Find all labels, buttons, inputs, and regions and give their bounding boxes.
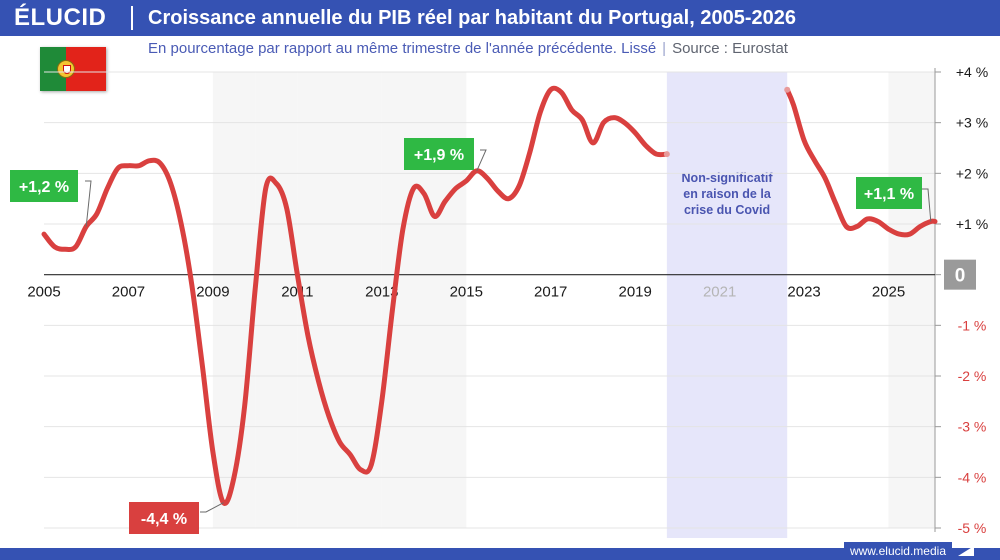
chart-subtitle: En pourcentage par rapport au même trime… (148, 39, 788, 59)
x-tick-label: 2019 (618, 284, 651, 301)
y-tick-label: +1 % (956, 216, 988, 232)
chart-title: Croissance annuelle du PIB réel par habi… (148, 7, 796, 29)
x-tick-label: 2015 (450, 284, 483, 301)
annotation-leader (200, 502, 224, 513)
x-tick-label: 2025 (872, 284, 905, 301)
covid-band-rect (666, 72, 788, 538)
y-tick-label: +3 % (956, 115, 988, 131)
shaded-bands (212, 72, 935, 528)
shaded-year-band (297, 72, 340, 528)
covid-band: Non-significatif en raison de la crise du … (666, 72, 788, 538)
x-tick-label: 2017 (534, 284, 567, 301)
annotation-box (404, 138, 474, 170)
brand-mark-icon (958, 546, 974, 556)
x-tick-label: 2021 (703, 284, 736, 301)
shaded-year-band (212, 72, 256, 528)
header-divider (131, 6, 133, 30)
annotation-leader (922, 188, 932, 222)
x-tick-label: 2007 (112, 284, 145, 301)
y-tick-label: -5 % (958, 520, 987, 536)
series-line (41, 85, 670, 506)
brand-logo: ÉLUCID (14, 4, 107, 31)
website-link[interactable]: www.elucid.media (843, 542, 952, 560)
annotation-label: +1,2 % (19, 179, 69, 196)
shaded-year-band (930, 72, 935, 528)
footer-bar (0, 548, 1000, 560)
y-tick-label: -4 % (958, 469, 987, 485)
segment-end-dot (663, 151, 670, 158)
subtitle-separator: | (662, 40, 667, 57)
series-line (784, 87, 938, 238)
x-tick-label: 2005 (27, 284, 60, 301)
covid-note-line: Non-significatif (682, 171, 774, 185)
y-tick-label: 0 (955, 266, 966, 287)
x-tick-label: 2011 (281, 284, 313, 301)
shaded-year-band (255, 72, 298, 528)
subtitle-text: En pourcentage par rapport au même trime… (148, 40, 657, 57)
shaded-year-band (888, 72, 931, 528)
gridlines (44, 71, 935, 529)
x-tick-label: 2013 (365, 284, 398, 301)
y-tick-label: -1 % (958, 317, 987, 333)
flag-emblem-icon (57, 60, 75, 78)
covid-note-line: en raison de la (683, 187, 772, 201)
annotation-label: +1,9 % (414, 147, 464, 164)
annotations: +1,2 % -4,4 % +1,9 % +1,1 % (10, 138, 932, 534)
annotation-leader (85, 180, 92, 227)
x-tick-label: 2023 (787, 284, 820, 301)
y-tick-label: -3 % (958, 419, 987, 435)
y-tick-label: +2 % (956, 165, 988, 181)
annotation-box (856, 177, 922, 209)
segment-start-dot (784, 86, 791, 93)
annotation-box (129, 502, 199, 534)
annotation-label: -4,4 % (141, 511, 187, 528)
series-lines (41, 85, 938, 506)
annotation-label: +1,1 % (864, 186, 914, 203)
zero-badge (944, 259, 976, 290)
covid-note-line: crise du Covid (684, 203, 770, 217)
annotation-leader (476, 149, 487, 172)
header-bar: ÉLUCID Croissance annuelle du PIB réel p… (0, 0, 1000, 36)
axes: +4 % +3 % +2 % +1 % 0 -1 % -2 % -3 % -4 % -5 % 200… (27, 64, 988, 536)
y-tick-label: -2 % (958, 368, 987, 384)
y-tick-label: +4 % (956, 64, 988, 80)
annotation-box (10, 170, 78, 202)
x-tick-label: 2009 (196, 284, 229, 301)
source-text: Source : Eurostat (672, 40, 788, 57)
flag-shield-icon (63, 65, 71, 74)
portugal-flag-icon (40, 47, 106, 91)
